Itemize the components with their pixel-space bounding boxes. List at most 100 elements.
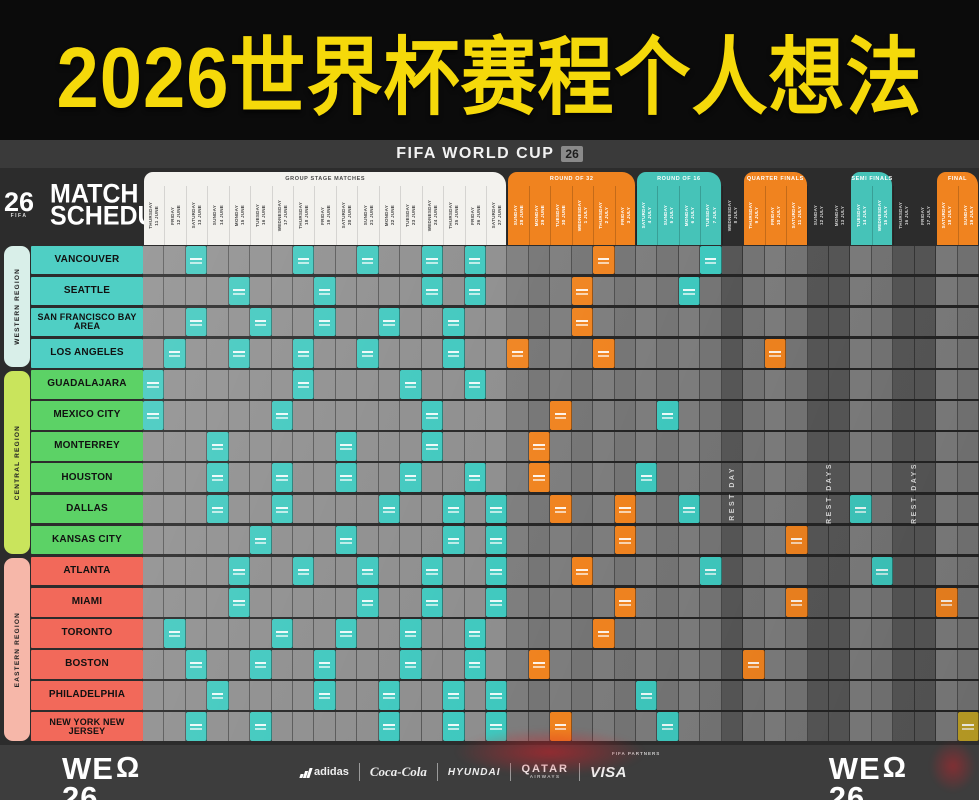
grid-cell	[464, 712, 486, 741]
date-number: 5 JULY	[668, 207, 674, 224]
date-number: 18 JUNE	[304, 205, 310, 226]
grid-cell	[636, 432, 658, 461]
match-cell	[250, 712, 272, 741]
sponsor-separator	[578, 763, 580, 781]
match-cell	[443, 525, 465, 555]
grid-cell	[678, 712, 701, 741]
grid-cell	[421, 494, 444, 524]
grid-cell	[807, 245, 829, 275]
grid-cell	[228, 681, 251, 710]
grid-cell	[936, 307, 958, 337]
grid-cell	[443, 587, 465, 617]
grid-cell	[743, 525, 765, 555]
match-cell	[507, 338, 529, 368]
city-row: LOS ANGELES	[31, 338, 143, 368]
date-number: 19 JULY	[968, 205, 974, 226]
grid-cell	[807, 401, 829, 430]
grid-cell	[957, 401, 979, 430]
grid-cell	[657, 494, 679, 524]
grid-cell	[314, 494, 336, 524]
grid-cell	[485, 245, 508, 275]
match-cell	[421, 276, 444, 306]
grid-cell	[400, 712, 422, 741]
grid-cell	[400, 401, 422, 430]
match-cell	[464, 619, 486, 648]
grid-cell	[764, 587, 787, 617]
grid-cell	[828, 401, 851, 430]
grid-cell	[593, 463, 615, 492]
grid-cell	[721, 401, 744, 430]
grid-cell	[893, 370, 915, 399]
banner: 2026世界杯赛程个人想法	[0, 0, 979, 140]
grid-cell	[378, 587, 401, 617]
grid-cell	[657, 463, 679, 492]
grid-cell	[293, 712, 315, 741]
city-row: NEW YORK NEW JERSEY	[31, 712, 143, 741]
match-cell	[164, 338, 186, 368]
date-number: 15 JULY	[883, 205, 889, 226]
city-label: MEXICO CITY	[53, 409, 121, 421]
date-header-cell: THURSDAY 18 JUNE	[293, 186, 316, 245]
grid-cell	[614, 463, 637, 492]
grid-cell	[293, 276, 315, 306]
grid-cell	[507, 401, 529, 430]
grid-cell	[957, 338, 979, 368]
date-day: SUNDAY	[512, 205, 518, 226]
grid-cell	[378, 338, 401, 368]
grid-cell	[464, 338, 486, 368]
competition-title: FIFA WORLD CUP	[396, 145, 555, 162]
match-cell	[164, 619, 186, 648]
grid-cell	[936, 276, 958, 306]
match-cell	[421, 401, 444, 430]
match-cell	[335, 463, 358, 492]
grid-cell	[828, 276, 851, 306]
match-cell	[228, 338, 251, 368]
grid-cell	[228, 712, 251, 741]
grid-cell	[786, 370, 808, 399]
match-cell	[271, 619, 294, 648]
grid-cell	[250, 556, 272, 586]
date-header-cell: THURSDAY 16 JULY	[893, 186, 914, 245]
grid-cell	[893, 525, 915, 555]
match-cell	[464, 650, 486, 679]
grid-cell	[185, 401, 208, 430]
grid-cell	[914, 432, 937, 461]
match-cell	[743, 650, 765, 679]
grid-cell	[400, 556, 422, 586]
grid-cell	[936, 619, 958, 648]
match-cell	[485, 587, 508, 617]
grid-cell	[550, 370, 572, 399]
grid-cell	[700, 494, 722, 524]
grid-cell	[528, 619, 551, 648]
grid-cell	[507, 681, 529, 710]
city-label: MIAMI	[71, 596, 103, 608]
grid-cell	[228, 525, 251, 555]
grid-cell	[914, 587, 937, 617]
grid-cell	[185, 587, 208, 617]
region-strip: EASTERN REGION	[4, 558, 30, 741]
grid-cell	[828, 307, 851, 337]
date-number: 11 JULY	[797, 206, 803, 225]
grid-cell	[528, 681, 551, 710]
grid-cell	[871, 401, 894, 430]
date-header-cell: WEDNESDAY 17 JUNE	[272, 186, 295, 245]
grid-cell	[314, 370, 336, 399]
grid-cell	[743, 370, 765, 399]
city-label: PHILADELPHIA	[48, 689, 126, 701]
grid-cell	[143, 587, 165, 617]
grid-cell	[636, 619, 658, 648]
grid-cell	[936, 494, 958, 524]
grid-cell	[571, 245, 594, 275]
grid-cell	[400, 307, 422, 337]
match-cell	[207, 463, 229, 492]
grid-cell	[507, 712, 529, 741]
grid-cell	[293, 401, 315, 430]
grid-cell	[871, 619, 894, 648]
grid-cell	[528, 338, 551, 368]
grid-cell	[593, 432, 615, 461]
grid-cell	[743, 681, 765, 710]
match-cell	[421, 587, 444, 617]
date-header-cell: FRIDAY 17 JULY	[915, 186, 936, 245]
grid-cell	[957, 307, 979, 337]
